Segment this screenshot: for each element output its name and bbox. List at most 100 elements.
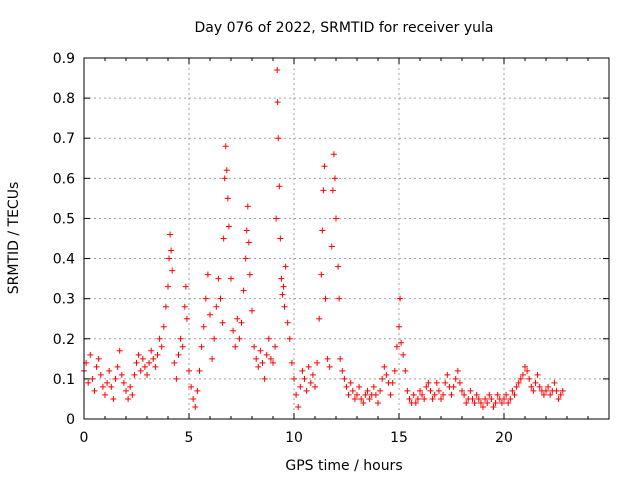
data-point xyxy=(358,395,365,402)
data-point xyxy=(330,151,337,158)
data-point xyxy=(281,303,288,310)
data-point xyxy=(288,359,295,366)
data-point xyxy=(202,295,209,302)
data-point xyxy=(267,355,274,362)
data-point xyxy=(551,379,558,386)
data-point xyxy=(196,367,203,374)
data-point xyxy=(452,375,459,382)
data-point xyxy=(389,379,396,386)
data-point xyxy=(328,243,335,250)
data-point xyxy=(404,387,411,394)
data-point xyxy=(228,275,234,282)
data-point xyxy=(223,167,230,174)
data-point xyxy=(375,399,381,406)
data-point xyxy=(221,175,228,182)
data-point xyxy=(316,315,323,322)
x-tick-label: 20 xyxy=(495,430,513,446)
data-point xyxy=(305,363,312,370)
data-point xyxy=(188,383,195,390)
data-point xyxy=(222,143,229,150)
data-point xyxy=(530,387,537,394)
y-tick-label: 0.7 xyxy=(53,131,75,147)
data-point xyxy=(438,395,444,402)
data-point xyxy=(277,235,284,242)
data-point xyxy=(225,223,232,230)
data-point xyxy=(263,351,270,358)
data-point xyxy=(291,375,297,382)
data-point xyxy=(224,195,231,202)
data-point xyxy=(255,363,262,370)
data-point xyxy=(286,335,293,342)
data-point xyxy=(276,183,283,190)
data-point xyxy=(192,403,199,410)
data-point xyxy=(220,235,227,242)
data-point xyxy=(274,99,281,106)
data-point xyxy=(484,399,491,406)
data-point xyxy=(114,363,121,370)
data-point xyxy=(381,363,388,370)
data-point xyxy=(95,355,102,362)
data-point xyxy=(488,395,495,402)
data-point xyxy=(186,367,192,374)
data-point xyxy=(414,395,421,402)
data-point xyxy=(318,271,325,278)
data-point xyxy=(273,215,280,222)
data-point xyxy=(280,283,287,290)
data-point xyxy=(215,275,222,282)
data-point xyxy=(295,403,302,410)
data-point xyxy=(110,395,117,402)
data-point xyxy=(528,383,535,390)
data-point xyxy=(396,323,402,330)
data-point xyxy=(509,387,516,394)
data-point xyxy=(341,375,348,382)
data-point xyxy=(148,347,155,354)
data-point xyxy=(217,295,224,302)
data-point xyxy=(324,355,331,362)
data-point xyxy=(154,351,161,358)
data-point xyxy=(456,379,463,386)
data-point xyxy=(312,383,318,390)
data-point xyxy=(461,391,468,398)
data-point xyxy=(366,395,373,402)
data-point xyxy=(329,187,336,194)
data-point xyxy=(135,351,142,358)
y-tick-label: 0.4 xyxy=(53,252,75,268)
data-point xyxy=(270,359,276,366)
data-point xyxy=(356,383,363,390)
data-point xyxy=(477,399,484,406)
data-point xyxy=(141,363,148,370)
data-point xyxy=(351,395,358,402)
data-point xyxy=(284,319,291,326)
data-point xyxy=(370,383,377,390)
data-point xyxy=(333,215,339,222)
data-point xyxy=(423,383,430,390)
chart-title: Day 076 of 2022, SRMTID for receiver yul… xyxy=(194,20,493,36)
data-point xyxy=(559,387,566,394)
data-point xyxy=(246,271,253,278)
data-point xyxy=(383,371,390,378)
data-point xyxy=(433,379,440,386)
x-tick-label: 0 xyxy=(80,430,89,446)
data-point xyxy=(406,395,413,402)
data-point xyxy=(293,391,300,398)
data-point xyxy=(379,375,386,382)
data-point xyxy=(301,375,308,382)
data-point xyxy=(275,135,282,142)
data-point xyxy=(498,399,505,406)
data-point xyxy=(513,383,520,390)
data-point xyxy=(173,375,180,382)
plot-frame xyxy=(83,57,610,420)
data-point xyxy=(240,287,247,294)
data-point xyxy=(125,395,132,402)
data-point xyxy=(307,379,314,386)
data-point xyxy=(519,371,526,378)
data-point xyxy=(501,395,507,402)
data-point xyxy=(471,399,478,406)
data-point xyxy=(545,383,552,390)
data-point xyxy=(347,379,354,386)
data-point xyxy=(297,383,304,390)
y-axis-label: SRMTID / TECUs xyxy=(6,182,22,295)
data-point xyxy=(435,387,442,394)
data-point xyxy=(391,367,398,374)
y-tick-label: 0.3 xyxy=(53,292,75,308)
